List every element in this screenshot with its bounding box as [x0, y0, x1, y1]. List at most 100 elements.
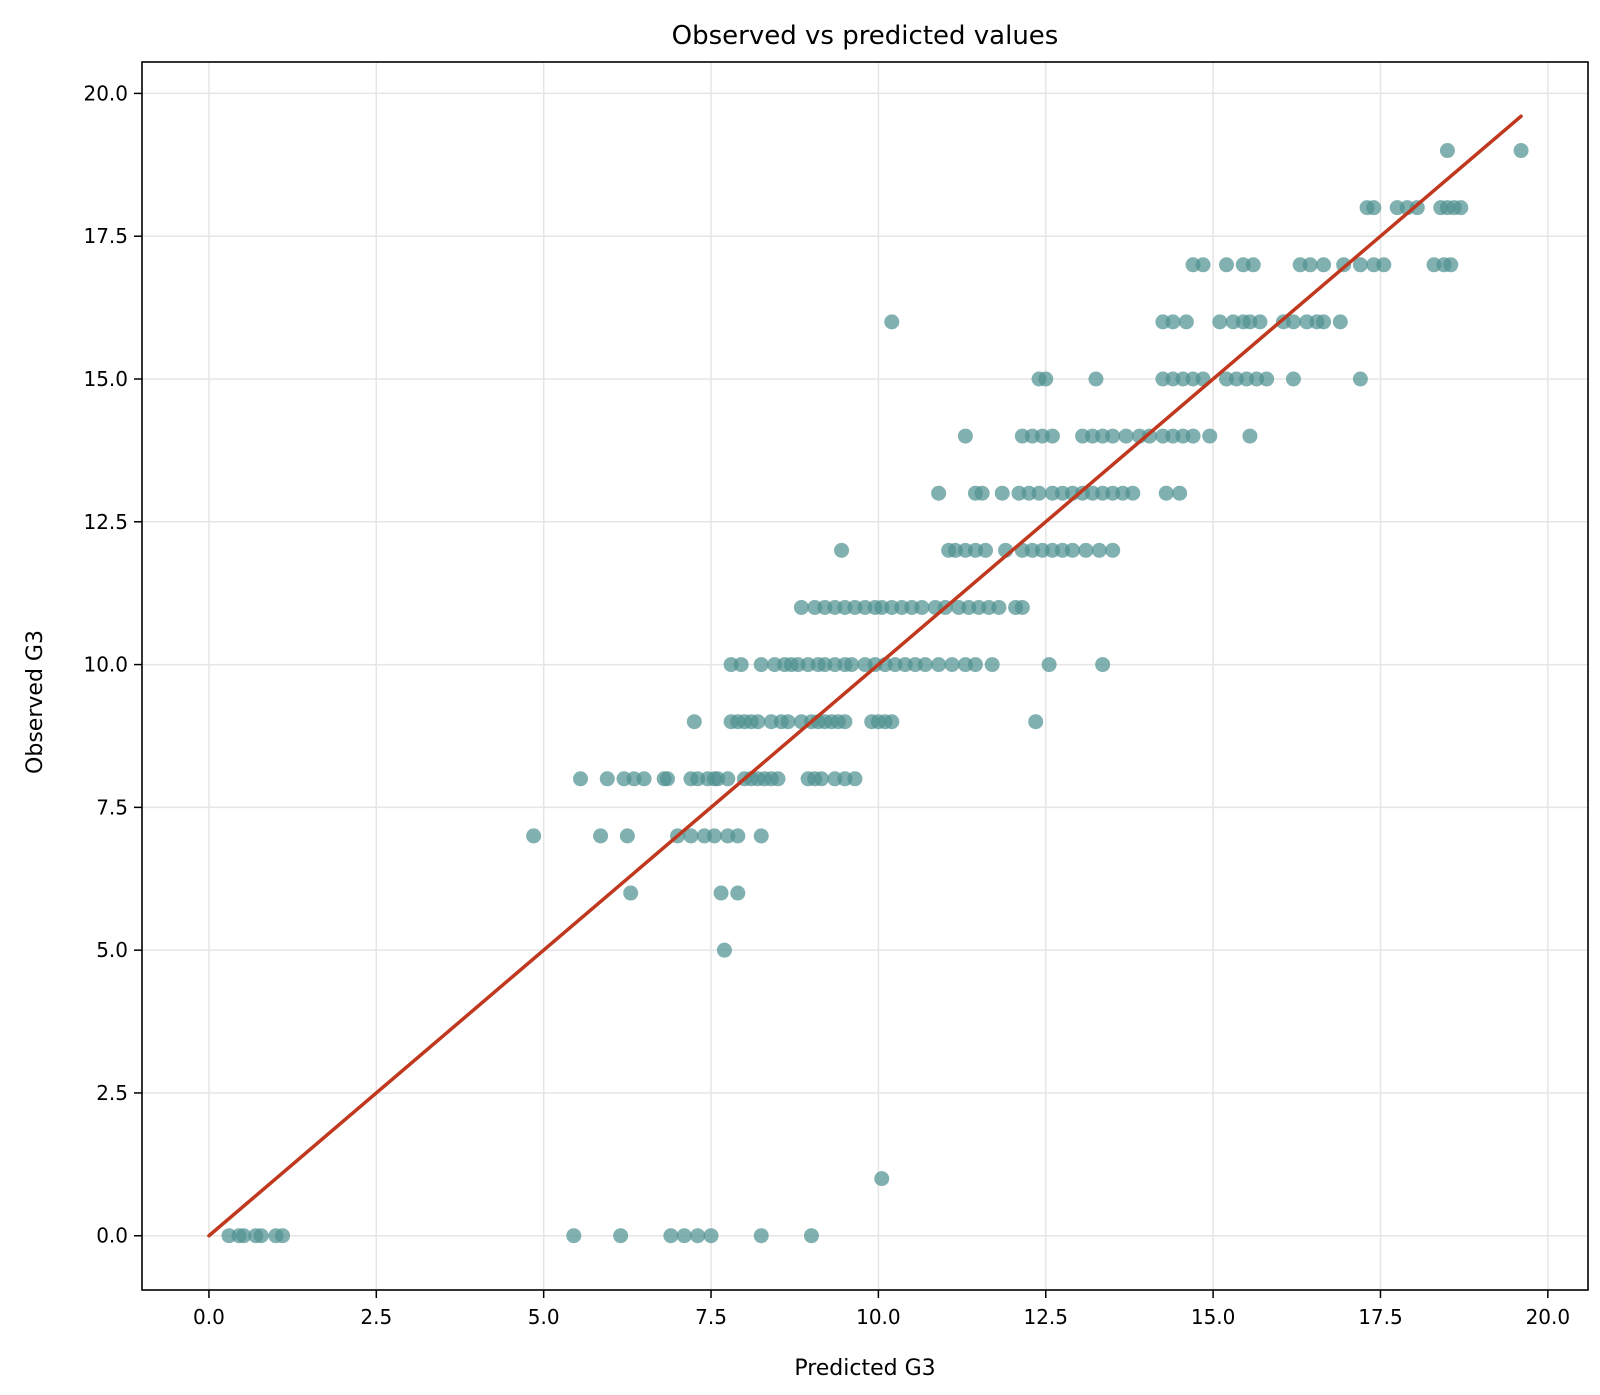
y-tick-label: 20.0 — [83, 81, 128, 105]
data-point — [1212, 314, 1228, 330]
data-point — [663, 1228, 679, 1244]
data-point — [690, 1228, 706, 1244]
data-point — [526, 828, 542, 844]
data-point — [957, 428, 973, 444]
data-point — [834, 542, 850, 558]
data-point — [733, 657, 749, 673]
data-point — [1014, 599, 1030, 615]
data-point — [1352, 371, 1368, 387]
data-point — [703, 1228, 719, 1244]
x-tick-label: 20.0 — [1526, 1305, 1571, 1329]
data-point — [803, 1228, 819, 1244]
data-point — [1065, 542, 1081, 558]
data-point — [253, 1228, 269, 1244]
x-tick-label: 5.0 — [528, 1305, 560, 1329]
data-point — [1031, 485, 1047, 501]
data-point — [599, 771, 615, 787]
data-point — [1302, 257, 1318, 273]
data-point — [1091, 542, 1107, 558]
data-point — [1185, 428, 1201, 444]
y-axis-title: Observed G3 — [23, 630, 48, 774]
data-point — [1453, 200, 1469, 216]
data-point — [884, 314, 900, 330]
data-point — [1142, 428, 1158, 444]
data-point — [1078, 542, 1094, 558]
data-point — [917, 657, 933, 673]
x-tick-label: 12.5 — [1023, 1305, 1068, 1329]
data-point — [753, 828, 769, 844]
data-point — [931, 485, 947, 501]
y-tick-label: 7.5 — [96, 795, 128, 819]
data-point — [1316, 314, 1332, 330]
plot-frame — [141, 61, 1589, 1291]
data-point — [236, 1228, 252, 1244]
data-point — [1028, 714, 1044, 730]
data-point — [613, 1228, 629, 1244]
reference-line — [207, 114, 1523, 1238]
x-tick-label: 15.0 — [1191, 1305, 1236, 1329]
data-point — [1409, 200, 1425, 216]
data-point — [1285, 371, 1301, 387]
data-point — [572, 771, 588, 787]
y-tick-label: 5.0 — [96, 938, 128, 962]
data-point — [1219, 257, 1234, 273]
data-point — [720, 771, 736, 787]
data-point — [1105, 428, 1121, 444]
y-tick-label: 2.5 — [96, 1081, 128, 1105]
data-point — [1259, 371, 1275, 387]
data-point — [1172, 485, 1188, 501]
data-point — [593, 828, 609, 844]
data-point — [1088, 371, 1104, 387]
y-tick-label: 0.0 — [96, 1224, 128, 1248]
reference-line-group — [207, 114, 1523, 1238]
data-point — [1376, 257, 1392, 273]
data-point — [1202, 428, 1218, 444]
data-point — [566, 1228, 582, 1244]
data-point — [1125, 485, 1141, 501]
data-point — [676, 1228, 692, 1244]
y-tick-label: 15.0 — [83, 367, 128, 391]
data-point — [753, 657, 769, 673]
x-axis-title: Predicted G3 — [794, 1356, 935, 1381]
data-point — [1105, 542, 1121, 558]
data-point — [1252, 314, 1268, 330]
data-point — [660, 771, 676, 787]
x-tick-label: 10.0 — [856, 1305, 901, 1329]
y-tick-label: 17.5 — [83, 224, 128, 248]
data-point — [837, 714, 853, 730]
data-point — [716, 942, 732, 958]
x-axis-ticks: 0.0 2.5 5.0 7.5 10.0 12.5 15.0 17.5 20.0 — [193, 1290, 1570, 1329]
data-point — [884, 714, 900, 730]
data-point — [753, 1228, 769, 1244]
data-point — [275, 1228, 291, 1244]
data-point — [1366, 200, 1382, 216]
data-point — [1513, 143, 1529, 159]
x-tick-label: 7.5 — [695, 1305, 727, 1329]
data-point — [991, 599, 1007, 615]
data-point — [730, 885, 746, 901]
data-point — [1245, 257, 1261, 273]
data-point — [1041, 657, 1057, 673]
data-point — [1443, 257, 1459, 273]
data-point — [974, 485, 990, 501]
data-point — [623, 885, 639, 901]
data-point — [730, 828, 746, 844]
data-point — [793, 599, 809, 615]
data-point — [1038, 371, 1054, 387]
data-point — [978, 542, 993, 558]
data-point — [1178, 314, 1194, 330]
data-points — [221, 143, 1529, 1244]
x-tick-label: 17.5 — [1358, 1305, 1403, 1329]
data-point — [1158, 485, 1174, 501]
y-axis-ticks: 0.0 2.5 5.0 7.5 10.0 12.5 15.0 17.5 20.0 — [83, 81, 142, 1248]
data-point — [706, 828, 722, 844]
data-point — [1165, 314, 1181, 330]
data-point — [1118, 428, 1134, 444]
data-point — [813, 771, 829, 787]
data-point — [984, 657, 1000, 673]
data-point — [967, 657, 983, 673]
data-point — [1095, 657, 1111, 673]
data-point — [874, 1171, 890, 1187]
